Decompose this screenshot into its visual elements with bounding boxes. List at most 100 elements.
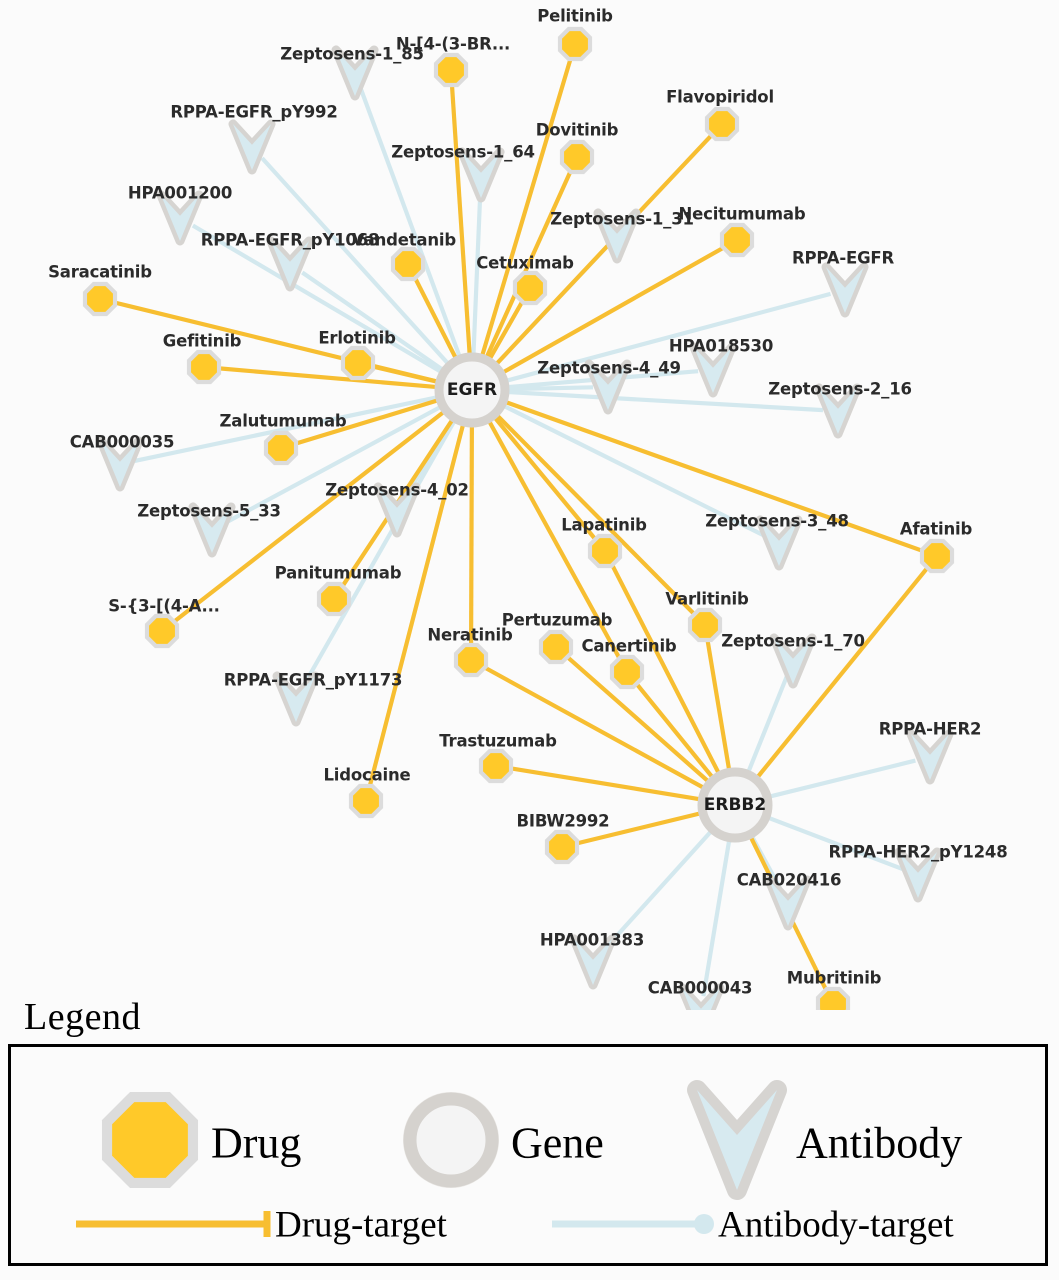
- drug-node[interactable]: [340, 345, 376, 381]
- drug-node[interactable]: [144, 613, 180, 649]
- network-canvas[interactable]: [0, 0, 1059, 1010]
- drug-target-edge[interactable]: [450, 86, 472, 359]
- antibody-node[interactable]: [584, 359, 632, 415]
- antibody-node[interactable]: [593, 208, 641, 264]
- drug-target-edge[interactable]: [485, 301, 524, 364]
- antibody-node[interactable]: [96, 436, 144, 492]
- network-diagram[interactable]: Pelitinib N-[4-(3-BR... Flavopiridol Doviti…: [0, 0, 1059, 1010]
- drug-node[interactable]: [453, 642, 489, 678]
- drug-target-edge[interactable]: [374, 364, 442, 385]
- antibody-node[interactable]: [894, 847, 942, 903]
- drug-node[interactable]: [433, 52, 469, 88]
- drug-icon: [724, 227, 750, 253]
- drug-node[interactable]: [512, 270, 548, 306]
- drug-node[interactable]: [687, 607, 723, 643]
- antibody-node[interactable]: [755, 515, 803, 571]
- drug-target-edge[interactable]: [753, 567, 928, 782]
- antibody-node[interactable]: [272, 671, 320, 727]
- drug-target-edge[interactable]: [501, 398, 922, 553]
- drug-target-edge[interactable]: [174, 407, 448, 623]
- antibody-target-edge[interactable]: [503, 385, 594, 392]
- drug-node[interactable]: [186, 349, 222, 385]
- drug-node[interactable]: [704, 106, 740, 142]
- antibody-node[interactable]: [373, 482, 421, 538]
- drug-node[interactable]: [82, 281, 118, 317]
- drug-icon: [87, 286, 113, 312]
- drug-target-edge[interactable]: [413, 278, 460, 363]
- antibody-node[interactable]: [569, 934, 617, 990]
- antibody-target-edge[interactable]: [764, 814, 905, 872]
- drug-icon: [692, 612, 718, 638]
- drug-target-edge[interactable]: [578, 810, 705, 846]
- drug-target-edge[interactable]: [220, 366, 441, 390]
- drug-icon: [562, 31, 588, 57]
- drug-target-edge[interactable]: [296, 397, 443, 446]
- antibody-target-edge[interactable]: [765, 758, 916, 800]
- antibody-target-edge[interactable]: [301, 416, 459, 688]
- drug-target-edge[interactable]: [498, 246, 724, 377]
- drug-target-edge[interactable]: [483, 171, 572, 362]
- drug-target-edge[interactable]: [705, 641, 732, 774]
- drug-icon: [820, 991, 846, 1010]
- drug-icon: [924, 543, 950, 569]
- antibody-target-edge[interactable]: [224, 403, 445, 525]
- drug-target-edge[interactable]: [512, 766, 704, 802]
- drug-node[interactable]: [316, 581, 352, 617]
- antibody-target-edge[interactable]: [502, 291, 832, 384]
- drug-target-edge[interactable]: [492, 134, 712, 369]
- antibody-node[interactable]: [331, 45, 379, 101]
- drug-target-edge[interactable]: [636, 683, 717, 782]
- drug-node[interactable]: [348, 783, 384, 819]
- antibody-target-edge[interactable]: [503, 389, 824, 413]
- drug-target-edge[interactable]: [469, 421, 474, 644]
- drug-target-edge[interactable]: [479, 59, 573, 360]
- antibody-node[interactable]: [156, 190, 204, 246]
- antibody-target-edge[interactable]: [601, 827, 716, 953]
- antibody-node[interactable]: [689, 342, 737, 398]
- antibody-node[interactable]: [677, 983, 725, 1010]
- antibody-target-edge[interactable]: [471, 189, 483, 359]
- antibody-node[interactable]: [266, 236, 314, 292]
- drug-node[interactable]: [538, 629, 574, 665]
- drug-node[interactable]: [719, 222, 755, 258]
- drug-node[interactable]: [559, 139, 595, 175]
- drug-target-edge[interactable]: [484, 666, 709, 792]
- drug-node[interactable]: [263, 430, 299, 466]
- legend-edge-drug-target-label: Drug-target: [275, 1204, 447, 1246]
- drug-target-edge[interactable]: [368, 420, 467, 786]
- antibody-node[interactable]: [457, 147, 505, 203]
- antibody-node[interactable]: [906, 729, 954, 785]
- antibody-target-edge[interactable]: [301, 270, 447, 374]
- drug-target-edge[interactable]: [490, 413, 596, 540]
- drug-target-edge[interactable]: [610, 565, 723, 778]
- drug-node[interactable]: [478, 748, 514, 784]
- drug-target-edge[interactable]: [485, 416, 621, 659]
- drug-node[interactable]: [544, 829, 580, 865]
- antibody-icon: [233, 124, 271, 170]
- antibody-node[interactable]: [769, 633, 817, 689]
- antibody-node[interactable]: [188, 502, 236, 558]
- gene-node[interactable]: [434, 352, 510, 428]
- antibody-target-edge[interactable]: [701, 836, 732, 997]
- gene-label: EGFR: [446, 380, 498, 400]
- antibody-target-edge[interactable]: [745, 674, 790, 777]
- antibody-node[interactable]: [814, 383, 862, 439]
- antibody-target-edge[interactable]: [134, 394, 442, 463]
- antibody-node[interactable]: [764, 875, 812, 931]
- drug-node[interactable]: [815, 986, 851, 1010]
- drug-node[interactable]: [557, 26, 593, 62]
- antibody-node[interactable]: [228, 119, 276, 175]
- drug-target-edge[interactable]: [493, 411, 695, 615]
- drug-target-edge[interactable]: [567, 656, 713, 786]
- drug-node[interactable]: [587, 533, 623, 569]
- antibody-icon: [911, 734, 949, 780]
- antibody-target-edge[interactable]: [260, 156, 453, 368]
- drug-node[interactable]: [390, 246, 426, 282]
- antibody-target-edge[interactable]: [358, 86, 463, 361]
- gene-node[interactable]: [697, 767, 773, 843]
- antibody-target-edge[interactable]: [191, 223, 446, 376]
- antibody-target-edge[interactable]: [499, 402, 767, 539]
- antibody-node[interactable]: [821, 262, 869, 318]
- drug-node[interactable]: [919, 538, 955, 574]
- drug-node[interactable]: [609, 654, 645, 690]
